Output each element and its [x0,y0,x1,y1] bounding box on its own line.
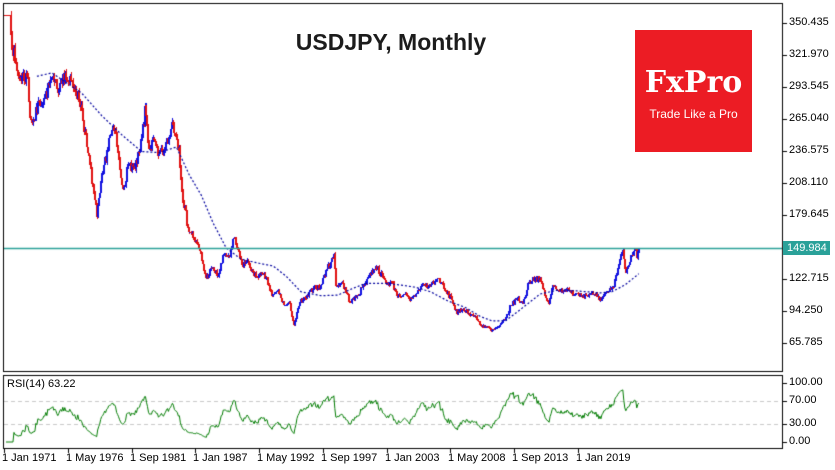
time-axis-label: 1 May 1992 [257,452,315,464]
price-axis-label: 293.545 [789,80,829,92]
time-axis-label: 1 Jan 2003 [385,452,440,464]
time-axis-label: 1 Jan 2019 [576,452,631,464]
fxpro-logo: FxPro Trade Like a Pro [635,30,752,152]
price-axis-label: 236.575 [789,144,829,156]
fxpro-tagline: Trade Like a Pro [649,107,738,121]
rsi-axis-label: 0.00 [789,435,811,447]
time-axis-label: 1 May 1976 [66,452,124,464]
price-axis-label: 350.435 [789,16,829,28]
price-axis-label: 94.250 [789,304,823,316]
price-axis-label: 265.040 [789,112,829,124]
rsi-indicator-label: RSI(14) 63.22 [7,378,76,390]
price-axis-label: 179.645 [789,208,829,220]
rsi-axis-label: 30.00 [789,417,817,429]
price-axis-label: 321.970 [789,48,829,60]
time-axis-label: 1 Jan 1987 [193,452,248,464]
time-axis-label: 1 May 2008 [448,452,506,464]
fxpro-brand-text: FxPro [644,65,743,100]
time-axis-label: 1 Jan 1971 [2,452,57,464]
time-axis-label: 1 Sep 1981 [130,452,187,464]
chart-title: USDJPY, Monthly [295,29,487,55]
time-axis-label: 1 Sep 1997 [321,452,378,464]
price-axis-label: 65.785 [789,336,823,348]
current-price-tag: 149.984 [783,241,830,255]
price-axis-label: 122.715 [789,272,829,284]
rsi-axis-label: 70.00 [789,394,817,406]
price-axis-label: 208.110 [789,176,828,188]
time-axis-label: 1 Sep 2013 [512,452,569,464]
rsi-axis-label: 100.00 [789,376,823,388]
